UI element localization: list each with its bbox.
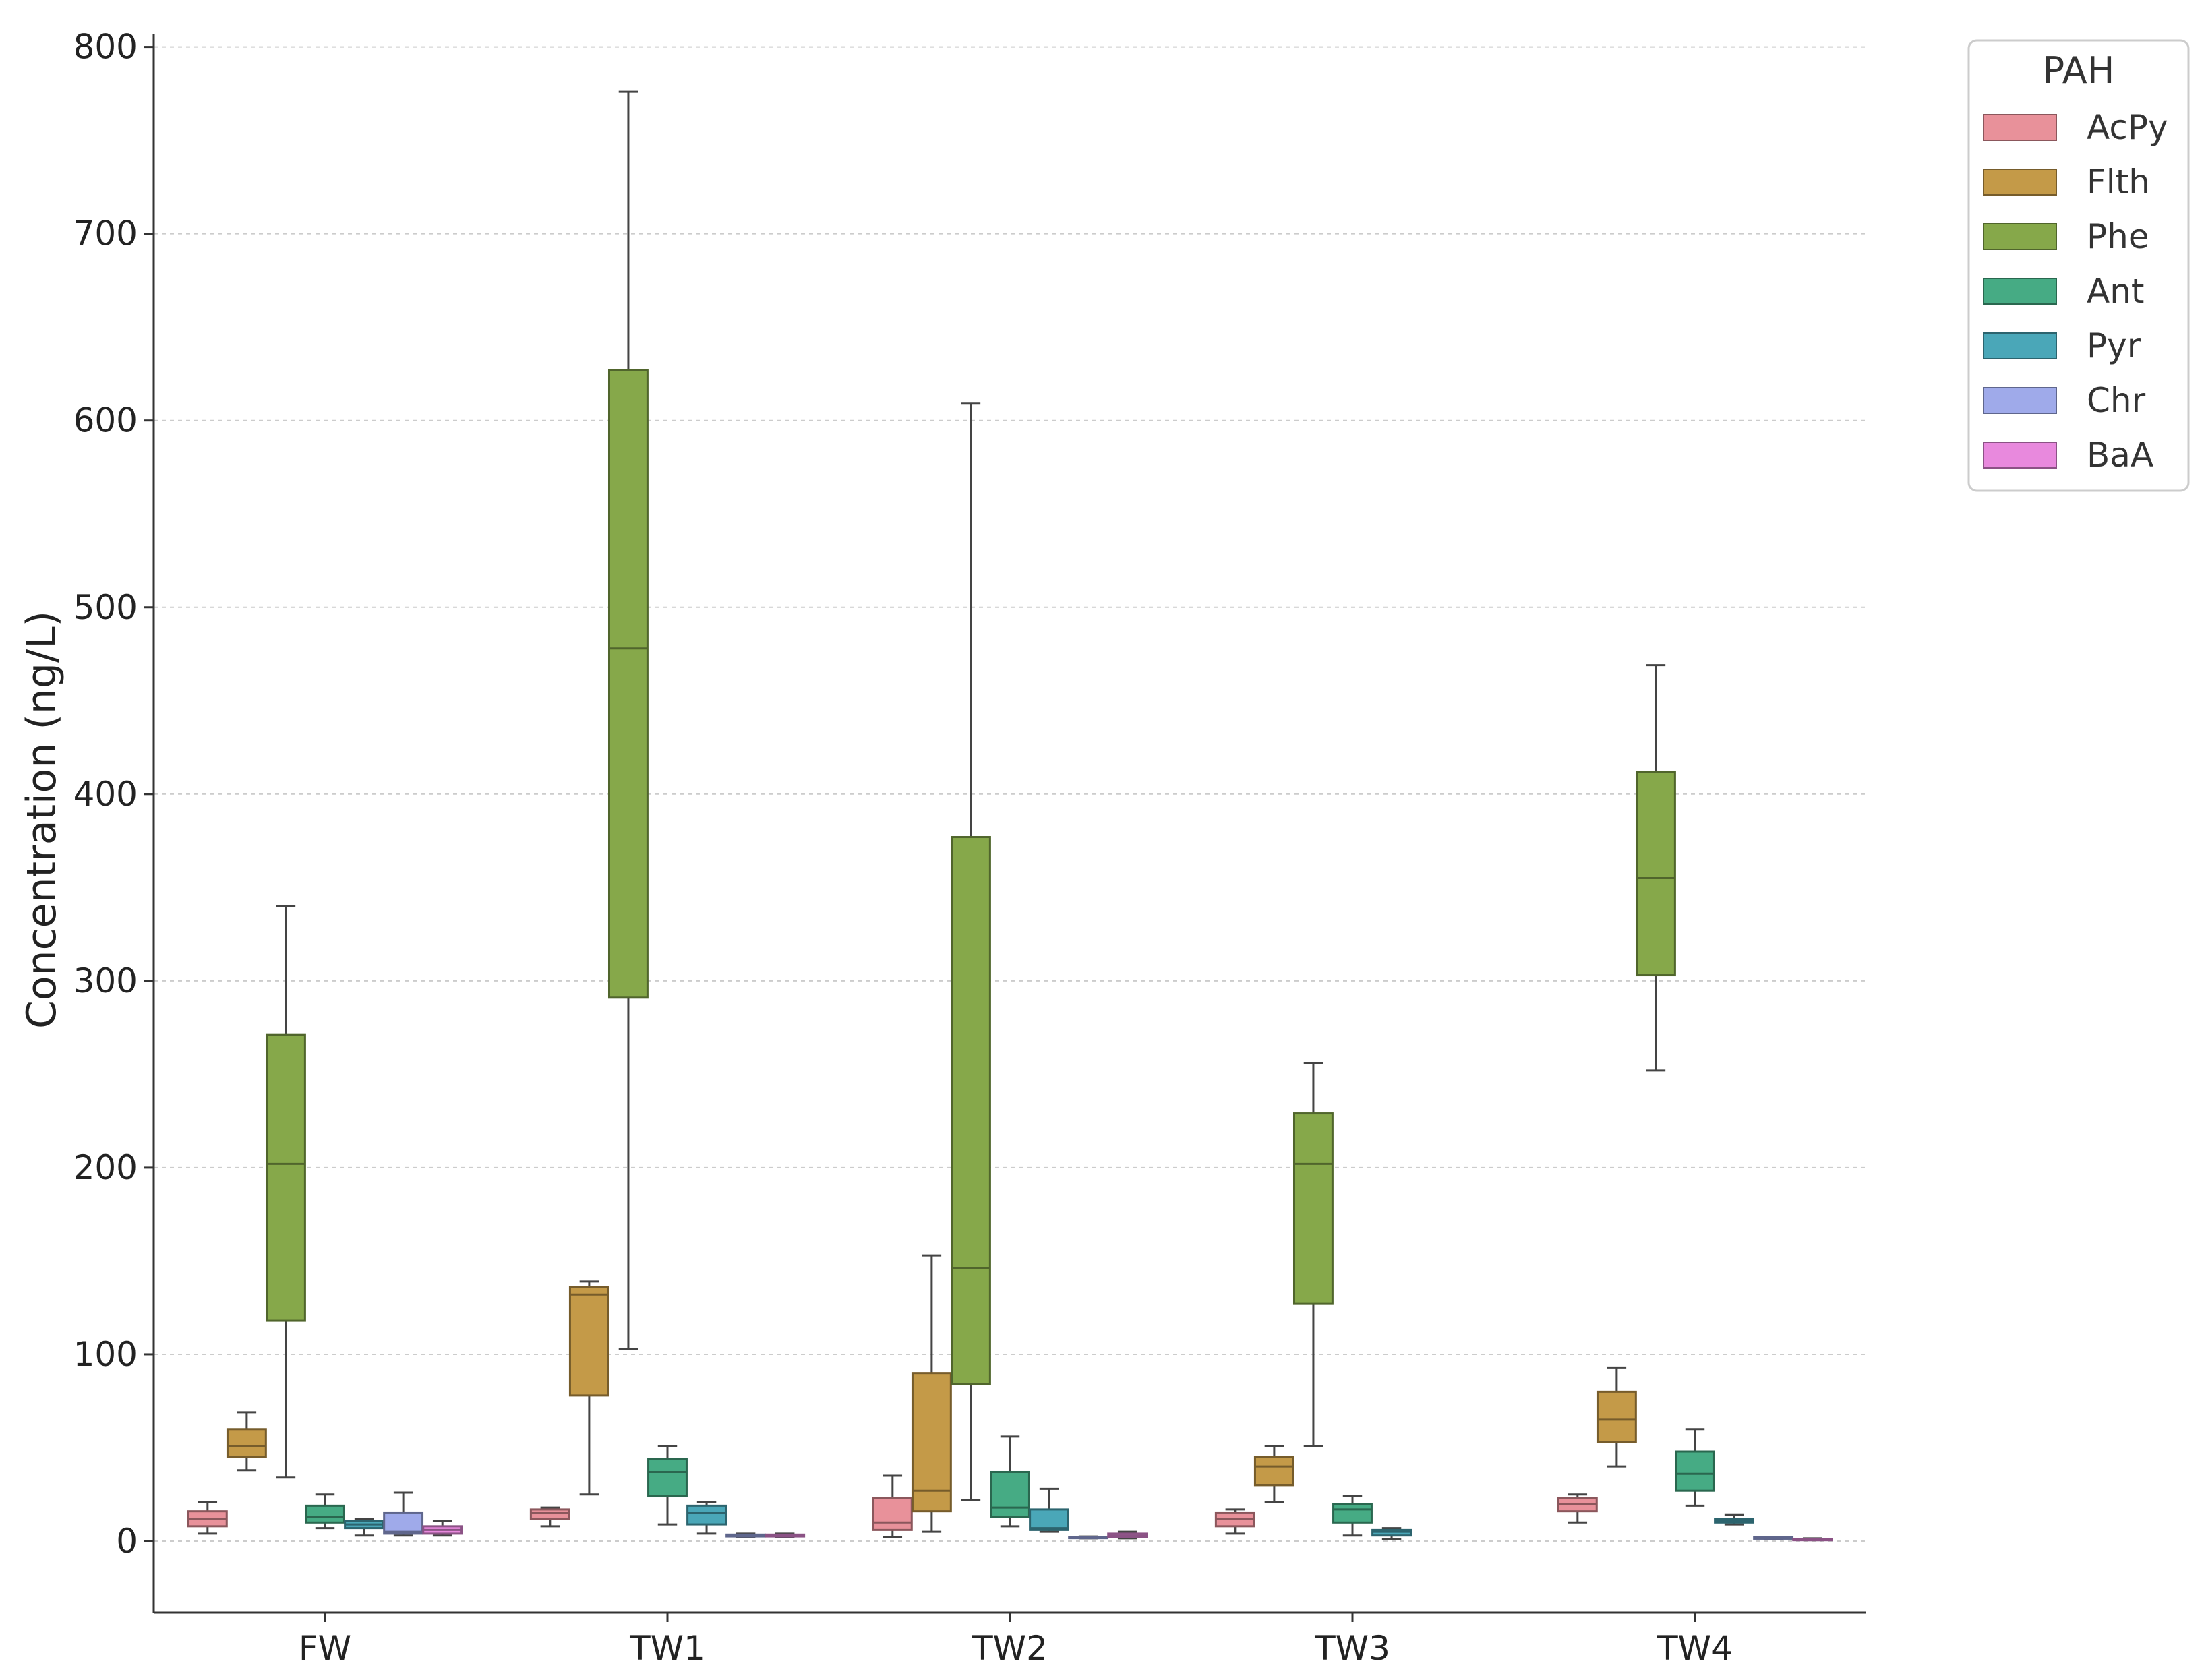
legend-label-flth: Flth	[2087, 162, 2150, 202]
grid-lines	[154, 46, 1866, 1542]
y-tick-label: 700	[73, 214, 138, 253]
y-tick-label: 100	[73, 1335, 138, 1374]
box-iqr	[305, 1504, 345, 1524]
box-iqr	[1635, 771, 1676, 977]
box-pyr-tw2	[1029, 1487, 1070, 1533]
box-baa-fw	[422, 1520, 463, 1537]
box-ant-tw2	[990, 1435, 1030, 1528]
legend-swatch-chr	[1983, 387, 2057, 414]
box-iqr	[1675, 1450, 1715, 1492]
box-iqr	[607, 369, 649, 999]
y-tick-label: 500	[73, 588, 138, 627]
box-iqr	[1253, 1456, 1294, 1487]
box-baa-tw1	[765, 1532, 806, 1538]
legend-swatch-phe	[1983, 223, 2057, 250]
y-tick-label: 400	[73, 775, 138, 814]
legend-label-phe: Phe	[2087, 217, 2149, 256]
box-flth-tw4	[1596, 1366, 1637, 1468]
y-tick-label: 800	[73, 28, 138, 67]
box-flth-tw3	[1253, 1445, 1294, 1503]
box-chr-tw2	[1068, 1535, 1109, 1540]
box-flth-fw	[226, 1411, 267, 1472]
box-iqr	[647, 1458, 688, 1498]
legend-frame	[1967, 39, 2190, 492]
box-iqr	[1596, 1390, 1637, 1443]
x-tick-label: FW	[299, 1629, 351, 1668]
box-pyr-tw4	[1714, 1513, 1755, 1526]
box-phe-fw	[265, 905, 306, 1479]
box-iqr	[568, 1286, 609, 1397]
x-tick-label: TW1	[629, 1629, 705, 1668]
legend-label-ant: Ant	[2087, 272, 2145, 311]
box-phe-tw2	[950, 402, 991, 1501]
box-baa-tw2	[1107, 1530, 1148, 1540]
box-iqr	[990, 1470, 1030, 1518]
box-plots	[187, 90, 1833, 1542]
box-iqr	[911, 1372, 952, 1513]
box-iqr	[1332, 1503, 1373, 1524]
legend-swatch-baa	[1983, 442, 2057, 469]
box-phe-tw3	[1292, 1062, 1334, 1447]
legend-label-baa: BaA	[2087, 436, 2153, 475]
y-ticks: 0 100 200 300 400 500 600 700 800	[73, 28, 154, 1561]
legend: PAH AcPy Flth Phe Ant Pyr Chr BaA	[1967, 39, 2190, 492]
box-iqr	[226, 1428, 267, 1458]
box-baa-tw4	[1792, 1537, 1833, 1542]
box-pyr-fw	[344, 1518, 385, 1537]
legend-label-acpy: AcPy	[2087, 108, 2168, 147]
box-acpy-tw1	[529, 1506, 570, 1528]
box-chr-fw	[383, 1491, 424, 1537]
box-flth-tw2	[911, 1254, 952, 1533]
box-iqr	[950, 836, 991, 1385]
box-chr-tw4	[1753, 1536, 1794, 1540]
box-acpy-tw4	[1557, 1493, 1598, 1524]
box-iqr	[1029, 1508, 1070, 1531]
x-ticks: FW TW1 TW2 TW3 TW4	[299, 1613, 1733, 1668]
box-ant-tw3	[1332, 1495, 1373, 1537]
box-ant-tw1	[647, 1445, 688, 1526]
legend-title: PAH	[2043, 49, 2115, 92]
legend-label-pyr: Pyr	[2087, 326, 2141, 365]
box-chr-tw1	[725, 1532, 767, 1538]
box-iqr	[686, 1504, 727, 1526]
y-axis-label: Concentration (ng/L)	[18, 611, 65, 1029]
box-phe-tw4	[1635, 664, 1676, 1072]
y-tick-label: 600	[73, 401, 138, 440]
legend-swatch-ant	[1983, 278, 2057, 305]
box-pyr-tw1	[686, 1501, 727, 1535]
x-tick-label: TW2	[972, 1629, 1048, 1668]
box-iqr	[265, 1033, 306, 1322]
legend-swatch-acpy	[1983, 114, 2057, 141]
box-phe-tw1	[607, 90, 649, 1350]
y-tick-label: 200	[73, 1148, 138, 1187]
legend-swatch-pyr	[1983, 332, 2057, 359]
axes	[152, 34, 1866, 1614]
legend-label-chr: Chr	[2087, 381, 2146, 420]
y-tick-label: 300	[73, 961, 138, 1000]
box-ant-fw	[305, 1493, 345, 1530]
box-acpy-tw2	[872, 1474, 913, 1538]
x-tick-label: TW3	[1314, 1629, 1390, 1668]
y-tick-label: 0	[116, 1522, 138, 1561]
box-iqr	[383, 1511, 424, 1535]
legend-swatch-flth	[1983, 169, 2057, 196]
box-iqr	[872, 1497, 913, 1531]
x-tick-label: TW4	[1657, 1629, 1733, 1668]
box-acpy-tw3	[1214, 1508, 1255, 1535]
box-iqr	[1292, 1112, 1334, 1305]
box-pyr-tw3	[1371, 1527, 1412, 1540]
box-acpy-fw	[187, 1501, 228, 1535]
box-flth-tw1	[568, 1280, 609, 1496]
box-ant-tw4	[1675, 1428, 1715, 1507]
